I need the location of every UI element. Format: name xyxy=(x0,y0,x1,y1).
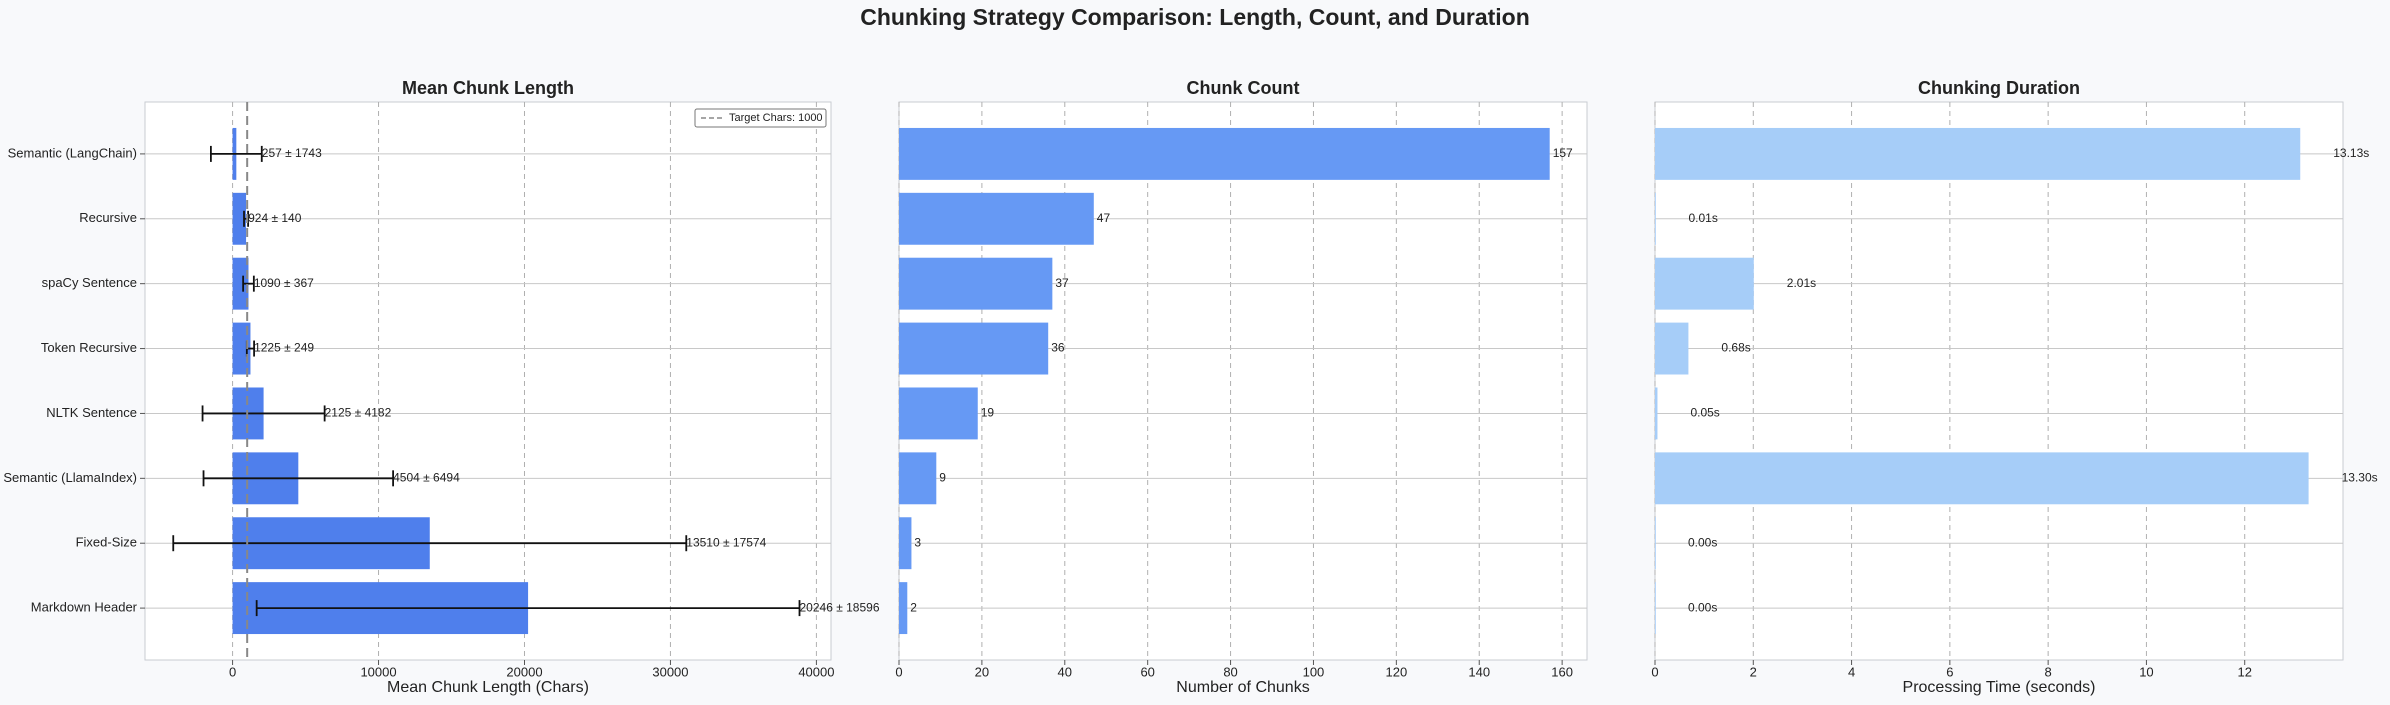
legend: Target Chars: 1000 xyxy=(694,108,827,128)
x-tick-label: 160 xyxy=(1551,664,1573,679)
y-tick-label: NLTK Sentence xyxy=(46,405,137,420)
bar xyxy=(899,452,937,505)
value-label: 1225 ± 249 xyxy=(254,341,314,355)
x-axis-label: Mean Chunk Length (Chars) xyxy=(387,679,589,696)
plot-area xyxy=(144,101,832,661)
bar xyxy=(1655,257,1754,310)
bar xyxy=(1655,582,1656,635)
bar xyxy=(1655,452,2309,505)
error-bar xyxy=(255,600,801,617)
x-tick-label: 0 xyxy=(1651,664,1658,679)
bar xyxy=(899,192,1094,245)
value-label: 924 ± 140 xyxy=(248,211,302,225)
value-label: 0.00s xyxy=(1688,600,1717,614)
y-tick-label: spaCy Sentence xyxy=(42,275,137,290)
plot-area xyxy=(1654,101,2344,661)
bar xyxy=(899,127,1550,180)
value-label: 13510 ± 17574 xyxy=(686,535,766,549)
bar xyxy=(899,387,978,440)
panel-title: Chunk Count xyxy=(1187,78,1300,98)
value-label: 3 xyxy=(914,535,921,549)
x-tick-label: 140 xyxy=(1468,664,1490,679)
value-label: 0.00s xyxy=(1688,535,1717,549)
bar xyxy=(232,257,249,310)
x-tick-label: 2 xyxy=(1750,664,1757,679)
x-axis-label: Processing Time (seconds) xyxy=(1903,679,2096,696)
x-tick-label: 8 xyxy=(2045,664,2052,679)
value-label: 20246 ± 18596 xyxy=(800,600,880,614)
bar xyxy=(899,582,908,635)
value-label: 0.68s xyxy=(1721,341,1750,355)
x-tick-label: 12 xyxy=(2237,664,2251,679)
x-tick-label: 40000 xyxy=(798,664,834,679)
bar xyxy=(232,192,247,245)
y-tick-label: Fixed-Size xyxy=(76,535,137,550)
error-bar xyxy=(172,535,688,552)
x-tick-label: 20 xyxy=(975,664,989,679)
value-label: 2125 ± 4182 xyxy=(325,406,392,420)
value-label: 47 xyxy=(1097,211,1111,225)
value-label: 0.01s xyxy=(1688,211,1717,225)
x-tick-label: 10 xyxy=(2139,664,2153,679)
value-label: 2 xyxy=(910,600,917,614)
panel-title: Chunking Duration xyxy=(1918,78,2080,98)
x-tick-label: 6 xyxy=(1946,664,1953,679)
x-tick-label: 4 xyxy=(1848,664,1855,679)
panel-title: Mean Chunk Length xyxy=(402,78,574,98)
value-label: 13.13s xyxy=(2333,146,2369,160)
value-label: 2.01s xyxy=(1787,276,1816,290)
x-tick-label: 0 xyxy=(229,664,236,679)
x-axis-label: Number of Chunks xyxy=(1176,679,1309,696)
error-bar xyxy=(202,470,394,487)
value-label: 9 xyxy=(939,470,946,484)
bar xyxy=(1655,387,1658,440)
x-tick-label: 40 xyxy=(1058,664,1072,679)
value-label: 4504 ± 6494 xyxy=(393,470,460,484)
y-tick-label: Markdown Header xyxy=(31,600,138,615)
y-tick-label: Recursive xyxy=(79,210,137,225)
x-tick-label: 60 xyxy=(1140,664,1154,679)
y-tick-label: Token Recursive xyxy=(41,340,137,355)
value-label: 37 xyxy=(1055,276,1069,290)
x-tick-label: 10000 xyxy=(360,664,396,679)
legend-box xyxy=(694,108,827,128)
legend-label: Target Chars: 1000 xyxy=(729,112,823,124)
value-label: 157 xyxy=(1553,146,1573,160)
bar xyxy=(1655,192,1656,245)
plot-area xyxy=(898,101,1588,661)
value-label: 19 xyxy=(981,406,995,420)
bar xyxy=(899,257,1053,310)
value-label: 257 ± 1743 xyxy=(262,146,322,160)
y-tick-label: Semantic (LangChain) xyxy=(8,145,137,160)
value-label: 0.05s xyxy=(1690,406,1719,420)
bar xyxy=(1655,517,1656,570)
bar xyxy=(1655,322,1689,375)
x-tick-label: 80 xyxy=(1223,664,1237,679)
error-bar xyxy=(209,145,263,162)
x-tick-label: 120 xyxy=(1385,664,1407,679)
error-bar xyxy=(242,275,255,292)
bar xyxy=(1655,127,2301,180)
y-tick-label: Semantic (LlamaIndex) xyxy=(3,470,137,485)
bar xyxy=(232,322,251,375)
bar xyxy=(899,517,912,570)
bar xyxy=(899,322,1049,375)
value-label: 36 xyxy=(1051,341,1065,355)
x-tick-label: 100 xyxy=(1303,664,1325,679)
figure-title: Chunking Strategy Comparison: Length, Co… xyxy=(860,4,1530,30)
value-label: 13.30s xyxy=(2342,470,2378,484)
value-label: 1090 ± 367 xyxy=(254,276,314,290)
x-tick-label: 0 xyxy=(895,664,902,679)
x-tick-label: 20000 xyxy=(506,664,542,679)
x-tick-label: 30000 xyxy=(652,664,688,679)
error-bar xyxy=(201,405,326,422)
